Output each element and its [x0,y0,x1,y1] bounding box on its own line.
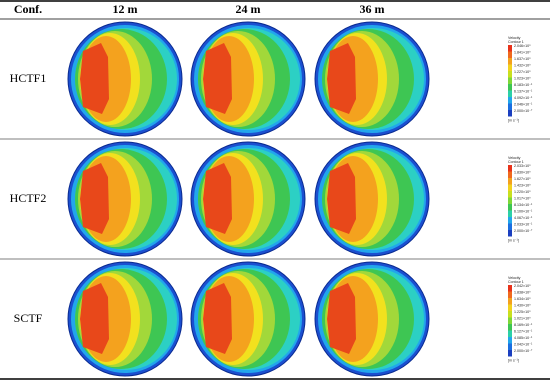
legend-value: 4.085×10⁻¹ [514,336,533,340]
legend-value: 1.838×10⁰ [514,290,531,294]
row-label: HCTF1 [10,71,47,85]
legend-value: 4.067×10⁻¹ [514,216,533,220]
legend-value: 1.634×10⁰ [514,297,531,301]
contour-image [190,21,306,137]
legend-swatch [508,330,512,337]
legend-value: 6.100×10⁻¹ [514,209,533,213]
contour-image [314,261,430,377]
legend-swatch [508,291,512,298]
legend-value: 6.137×10⁻¹ [514,89,533,93]
legend-value: 2.000×10⁻⁷ [514,349,533,353]
contour-image [67,261,183,377]
legend-swatch [508,317,512,324]
legend-value: 2.000×10⁻⁷ [514,229,533,233]
legend-title: Velocity [508,36,521,40]
legend-value: 1.637×10⁰ [514,57,531,61]
legend-swatch [508,210,512,217]
legend-swatch [508,90,512,97]
legend-swatch [508,77,512,84]
legend-value: 1.430×10⁰ [514,303,531,307]
legend-subtitle: Contour 1 [508,40,524,44]
legend-value: 1.225×10⁰ [514,310,531,314]
legend-value: 2.000×10⁻⁷ [514,109,533,113]
legend-value: 2.042×10⁰ [514,284,531,288]
legend-swatch [508,324,512,331]
contour-image [67,141,183,257]
legend-swatch [508,304,512,311]
legend-value: 1.021×10⁰ [514,316,531,320]
legend-unit: [m s⁻¹] [508,118,519,122]
legend-swatch [508,197,512,204]
legend-value: 8.183×10⁻¹ [514,83,533,87]
legend-swatch [508,191,512,198]
header-cell: 24 m [236,2,261,16]
legend-swatch [508,103,512,110]
legend-value: 4.092×10⁻¹ [514,96,533,100]
legend-value: 1.017×10⁰ [514,196,531,200]
legend-value: 1.220×10⁰ [514,190,531,194]
legend-swatch [508,110,512,117]
contour-image [190,141,306,257]
legend-value: 1.227×10⁰ [514,70,531,74]
header-cell: 12 m [113,2,138,16]
legend-value: 1.432×10⁰ [514,63,531,67]
legend-swatch [508,311,512,318]
legend-swatch [508,285,512,292]
row-label: SCTF [14,311,43,325]
legend-value: 8.169×10⁻¹ [514,323,533,327]
legend-swatch [508,51,512,58]
legend-swatch [508,230,512,237]
legend-swatch [508,343,512,350]
legend-swatch [508,64,512,71]
legend-swatch [508,350,512,357]
legend-value: 1.841×10⁰ [514,50,531,54]
legend-value: 2.033×10⁰ [514,164,531,168]
legend-value: 2.046×10⁻¹ [514,102,533,106]
legend-swatch [508,45,512,52]
contour-image [67,21,183,137]
legend-swatch [508,217,512,224]
legend-unit: [m s⁻¹] [508,238,519,242]
legend-swatch [508,97,512,104]
legend-swatch [508,58,512,65]
legend-value: 1.023×10⁰ [514,76,531,80]
legend-value: 1.423×10⁰ [514,183,531,187]
legend-value: 2.046×10⁰ [514,44,531,48]
legend-title: Velocity [508,276,521,280]
contour-image [314,21,430,137]
legend-subtitle: Contour 1 [508,160,524,164]
legend-value: 2.033×10⁻¹ [514,222,533,226]
legend-value: 6.127×10⁻¹ [514,329,533,333]
legend-swatch [508,184,512,191]
legend-swatch [508,223,512,230]
legend-subtitle: Contour 1 [508,280,524,284]
legend-swatch [508,71,512,78]
legend-value: 1.830×10⁰ [514,170,531,174]
legend-swatch [508,178,512,185]
contour-image [314,141,430,257]
legend-value: 8.134×10⁻¹ [514,203,533,207]
legend-value: 1.627×10⁰ [514,177,531,181]
legend-swatch [508,337,512,344]
legend-swatch [508,298,512,305]
header-cell: 36 m [360,2,385,16]
legend-swatch [508,204,512,211]
legend-swatch [508,171,512,178]
contour-image [190,261,306,377]
row-label: HCTF2 [10,191,47,205]
legend-title: Velocity [508,156,521,160]
legend-swatch [508,84,512,91]
legend-value: 2.042×10⁻¹ [514,342,533,346]
header-cell: Conf. [14,2,42,16]
legend-swatch [508,165,512,172]
legend-unit: [m s⁻¹] [508,358,519,362]
